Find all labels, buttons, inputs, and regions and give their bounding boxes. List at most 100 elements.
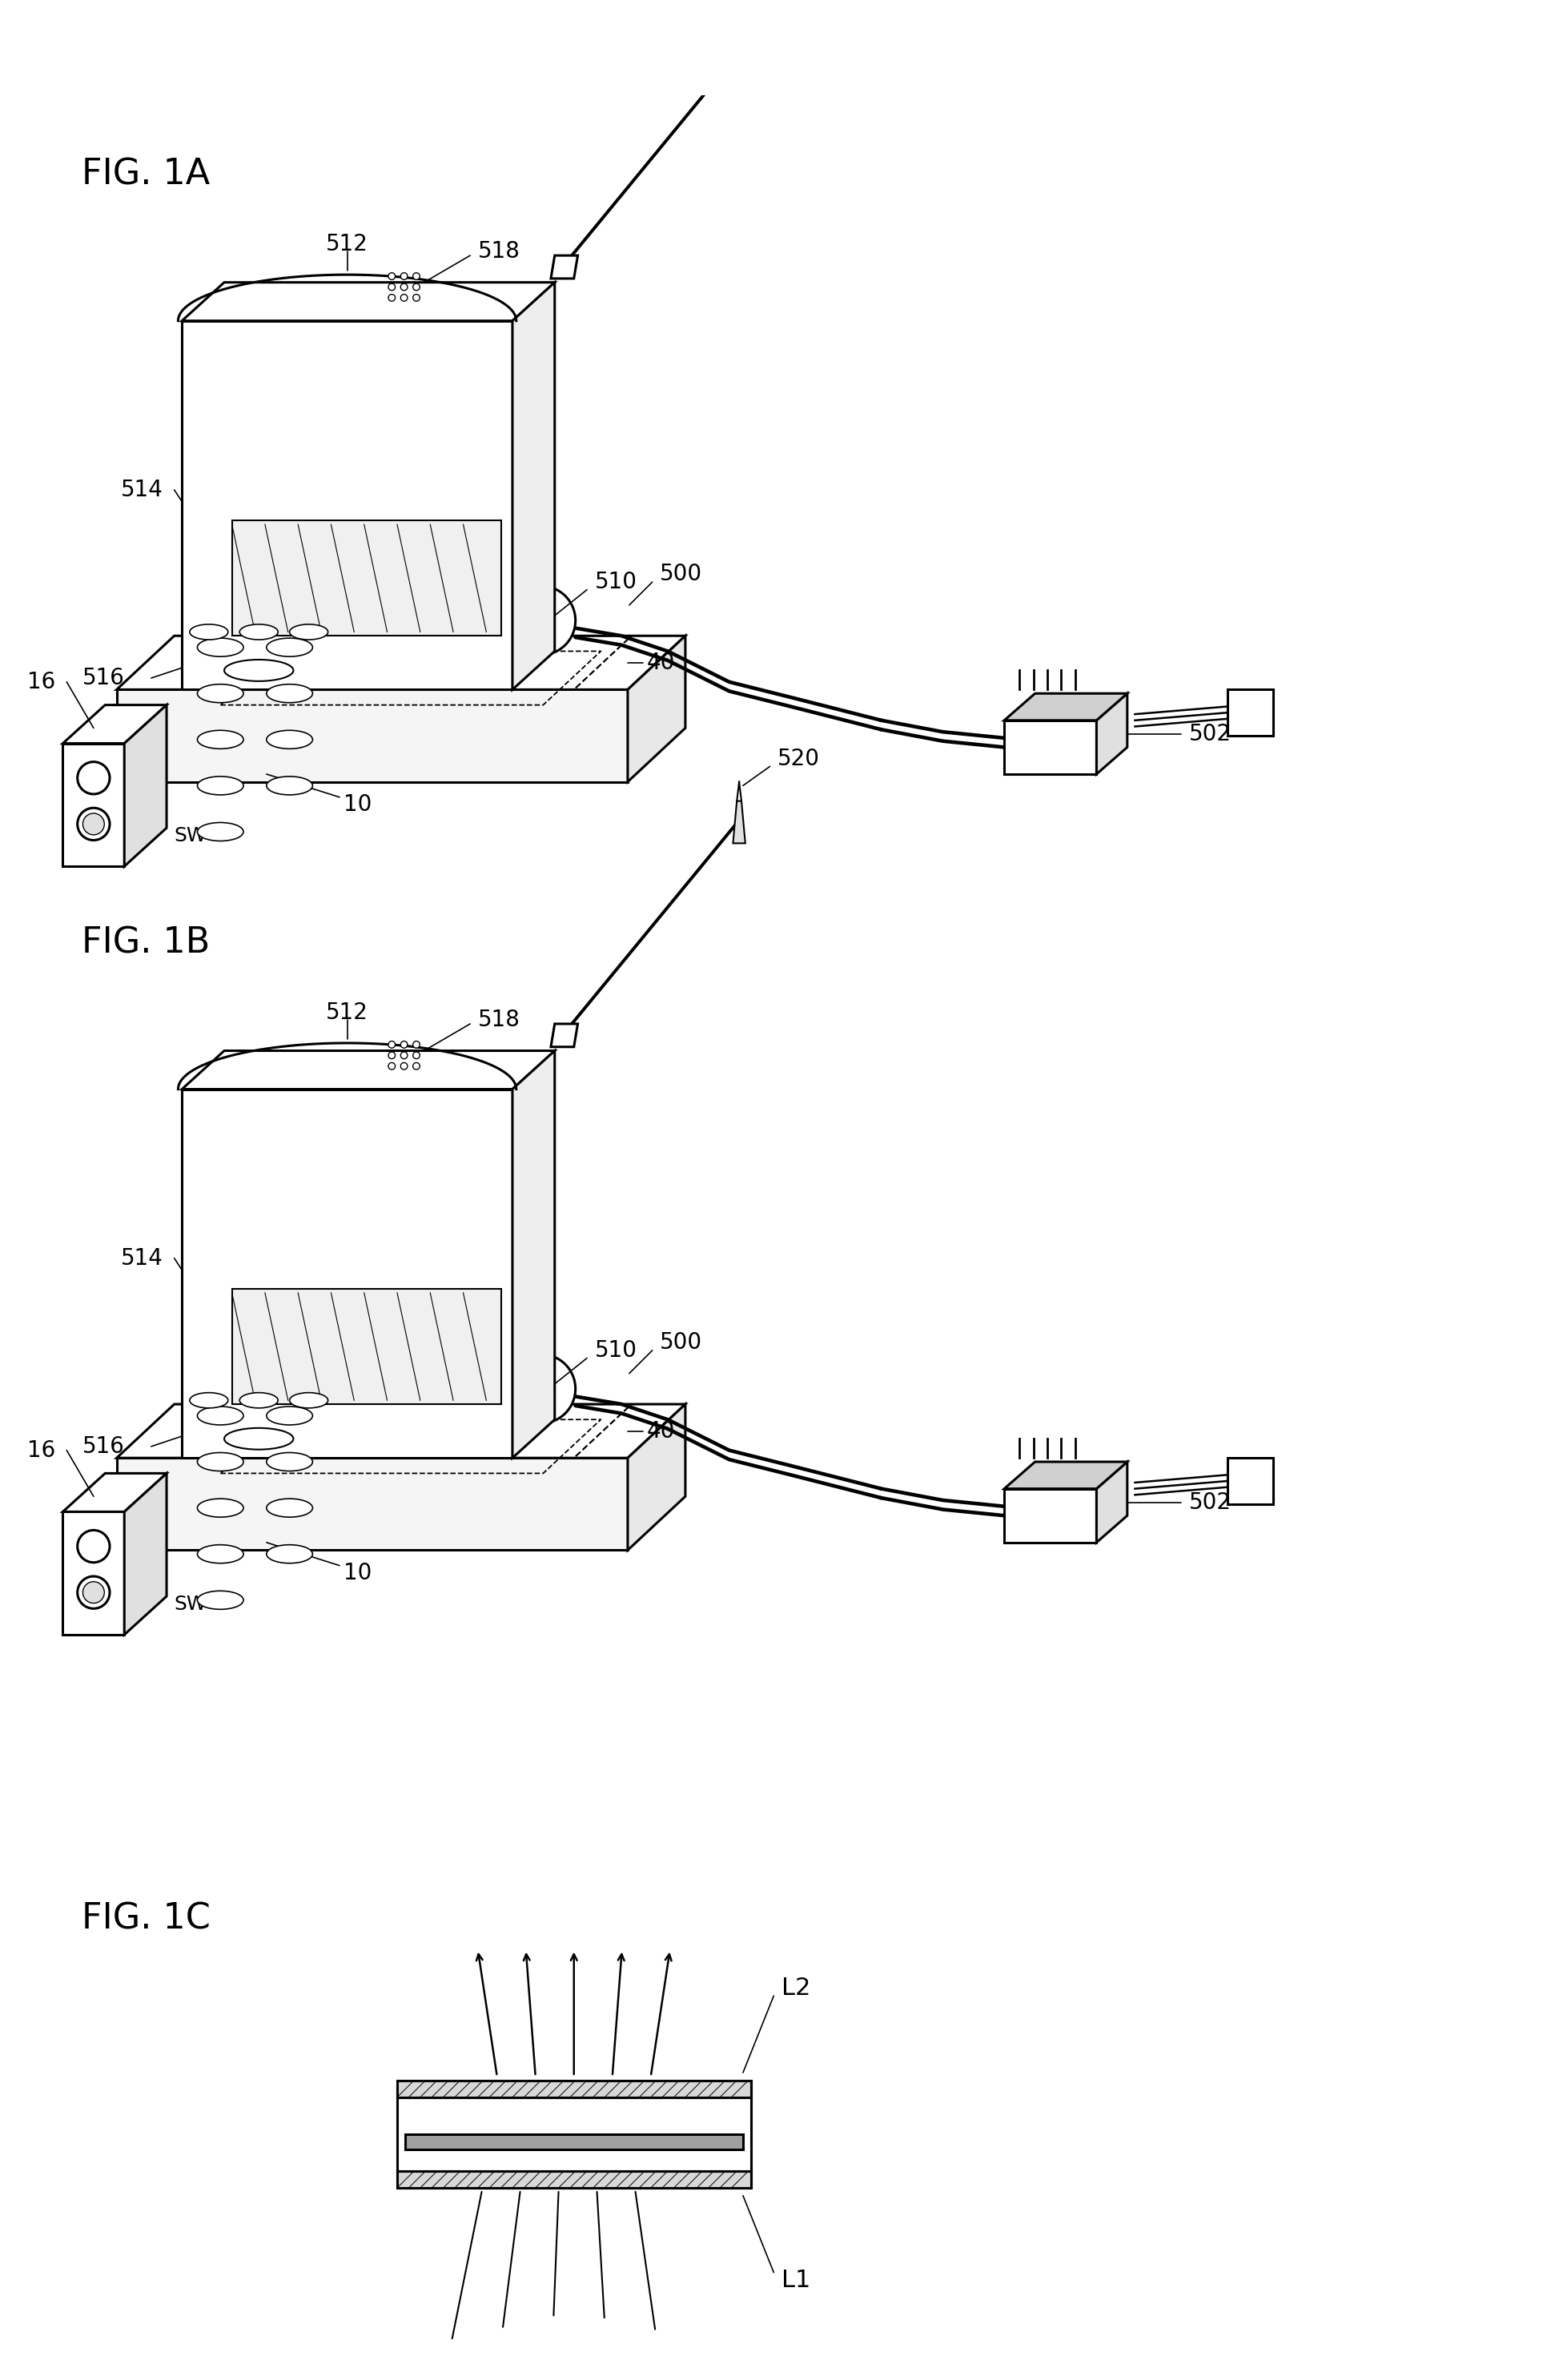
Ellipse shape	[401, 295, 407, 302]
Ellipse shape	[197, 731, 243, 750]
Text: 40: 40	[647, 1421, 675, 1442]
Ellipse shape	[266, 1452, 312, 1471]
Text: L1: L1	[782, 2268, 810, 2292]
Ellipse shape	[389, 1052, 395, 1059]
Ellipse shape	[197, 1545, 243, 1564]
Ellipse shape	[401, 283, 407, 290]
Text: 510: 510	[594, 571, 638, 593]
Ellipse shape	[266, 1407, 312, 1426]
Polygon shape	[1004, 693, 1127, 721]
Ellipse shape	[266, 731, 312, 750]
Polygon shape	[1097, 1461, 1127, 1542]
Ellipse shape	[401, 1061, 407, 1069]
Polygon shape	[116, 635, 685, 690]
Text: 502: 502	[1189, 724, 1232, 745]
Ellipse shape	[266, 638, 312, 657]
Ellipse shape	[77, 1530, 110, 1561]
Text: SW: SW	[174, 826, 207, 845]
Polygon shape	[396, 2080, 751, 2097]
Text: 502: 502	[1189, 1492, 1232, 1514]
Text: 40: 40	[647, 652, 675, 674]
Text: 10: 10	[343, 1561, 371, 1585]
Polygon shape	[396, 2171, 751, 2187]
Polygon shape	[116, 1404, 685, 1459]
Ellipse shape	[197, 823, 243, 840]
Polygon shape	[1227, 690, 1274, 735]
Ellipse shape	[412, 274, 420, 281]
Polygon shape	[628, 635, 685, 781]
Ellipse shape	[240, 624, 277, 640]
Text: 514: 514	[121, 1247, 163, 1269]
Polygon shape	[1004, 1490, 1097, 1542]
Ellipse shape	[77, 762, 110, 795]
Polygon shape	[512, 283, 555, 690]
Polygon shape	[1097, 693, 1127, 774]
Ellipse shape	[290, 1392, 328, 1409]
Ellipse shape	[266, 1545, 312, 1564]
Polygon shape	[182, 1090, 512, 1459]
Ellipse shape	[224, 659, 293, 681]
Ellipse shape	[389, 1061, 395, 1069]
Ellipse shape	[266, 683, 312, 702]
Ellipse shape	[412, 1061, 420, 1069]
Polygon shape	[182, 321, 512, 690]
Ellipse shape	[506, 1354, 575, 1423]
Ellipse shape	[266, 776, 312, 795]
Ellipse shape	[77, 807, 110, 840]
Polygon shape	[232, 521, 501, 635]
Ellipse shape	[412, 1052, 420, 1059]
Polygon shape	[1004, 1461, 1127, 1490]
Ellipse shape	[401, 274, 407, 281]
Polygon shape	[512, 1050, 555, 1459]
Text: L2: L2	[782, 1975, 810, 1999]
Polygon shape	[124, 1473, 166, 1635]
Text: FIG. 1B: FIG. 1B	[81, 926, 210, 962]
Text: 516: 516	[81, 666, 124, 690]
Polygon shape	[1004, 721, 1097, 774]
Ellipse shape	[266, 1499, 312, 1516]
Polygon shape	[628, 1404, 685, 1549]
Polygon shape	[116, 690, 628, 781]
Ellipse shape	[412, 283, 420, 290]
Text: 16: 16	[27, 671, 55, 693]
Text: SW: SW	[174, 1595, 207, 1614]
Text: 500: 500	[660, 1330, 702, 1354]
Polygon shape	[404, 2135, 743, 2149]
Polygon shape	[552, 1023, 578, 1047]
Text: 512: 512	[326, 1002, 368, 1023]
Ellipse shape	[197, 776, 243, 795]
Polygon shape	[63, 1473, 166, 1511]
Ellipse shape	[83, 1583, 105, 1604]
Polygon shape	[182, 1050, 555, 1090]
Ellipse shape	[412, 295, 420, 302]
Ellipse shape	[389, 283, 395, 290]
Polygon shape	[63, 743, 124, 866]
Ellipse shape	[83, 814, 105, 835]
Ellipse shape	[389, 295, 395, 302]
Text: 16: 16	[27, 1440, 55, 1461]
Ellipse shape	[412, 1040, 420, 1047]
Ellipse shape	[197, 1452, 243, 1471]
Ellipse shape	[197, 1590, 243, 1609]
Text: 510: 510	[594, 1340, 638, 1361]
Polygon shape	[124, 704, 166, 866]
Ellipse shape	[401, 1040, 407, 1047]
Ellipse shape	[197, 683, 243, 702]
Polygon shape	[232, 1290, 501, 1404]
Text: 10: 10	[343, 793, 371, 816]
Polygon shape	[116, 1459, 628, 1549]
Ellipse shape	[190, 624, 229, 640]
Ellipse shape	[240, 1392, 277, 1409]
Ellipse shape	[389, 274, 395, 281]
Ellipse shape	[197, 1499, 243, 1516]
Ellipse shape	[197, 1407, 243, 1426]
Polygon shape	[733, 802, 746, 843]
Polygon shape	[63, 1511, 124, 1635]
Text: 520: 520	[777, 747, 820, 771]
Polygon shape	[63, 704, 166, 743]
Text: 500: 500	[660, 564, 702, 585]
Ellipse shape	[290, 624, 328, 640]
Ellipse shape	[389, 1040, 395, 1047]
Ellipse shape	[506, 585, 575, 654]
Polygon shape	[1227, 1459, 1274, 1504]
